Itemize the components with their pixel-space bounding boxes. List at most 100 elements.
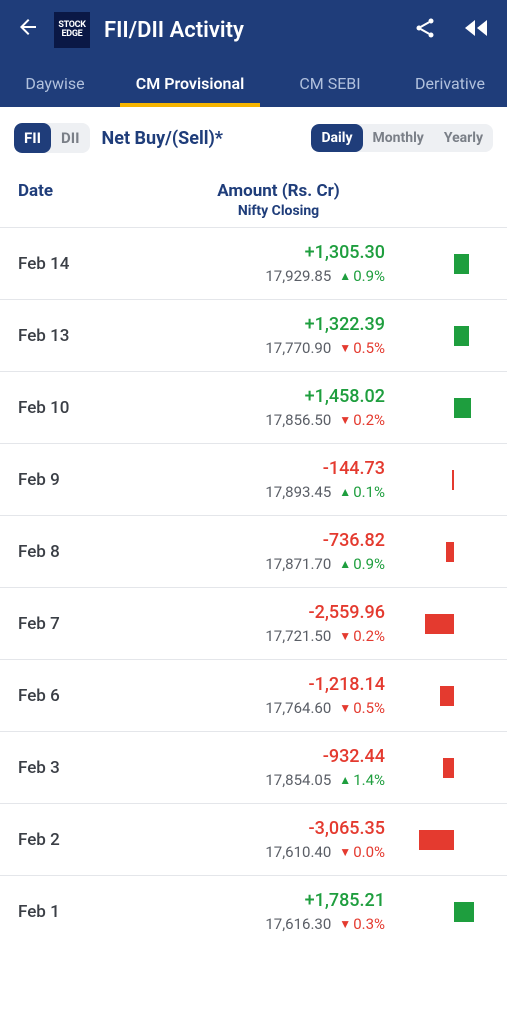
nifty-value: 17,770.90 [265, 339, 331, 357]
row-date: Feb 6 [18, 686, 138, 706]
row-amount-value: -2,559.96 [138, 602, 385, 623]
nifty-pct: 0.9% [353, 267, 385, 285]
row-bar-cell [419, 320, 489, 352]
row-bar-cell [419, 392, 489, 424]
row-date: Feb 7 [18, 614, 138, 634]
row-amount-cell: -736.82 17,871.70 ▲0.9% [138, 530, 419, 573]
table-row[interactable]: Feb 14+1,305.3017,929.85▲0.9% [0, 227, 507, 299]
triangle-down-icon: ▼ [339, 917, 351, 931]
row-nifty-line: 17,854.05▲1.4% [138, 771, 385, 789]
row-bar-cell [419, 608, 489, 640]
row-bar-cell [419, 896, 489, 928]
row-bar-cell [419, 536, 489, 568]
triangle-down-icon: ▼ [339, 341, 351, 355]
row-bar-cell [419, 824, 489, 856]
tab-label: Daywise [25, 74, 84, 93]
row-amount-cell: +1,785.2117,616.30▼0.3% [138, 890, 419, 933]
amount-subtitle: Nifty Closing [138, 203, 419, 219]
row-bar-cell [419, 464, 489, 496]
row-nifty-line: 17,764.60▼0.5% [138, 699, 385, 717]
period-monthly[interactable]: Monthly [363, 124, 434, 152]
table-row[interactable]: Feb 13+1,322.3917,770.90▼0.5% [0, 299, 507, 371]
bar-track [419, 320, 489, 352]
row-nifty-line: 17,893.45▲0.1% [138, 483, 385, 501]
triangle-down-icon: ▼ [339, 701, 351, 715]
triangle-up-icon: ▲ [339, 557, 351, 571]
header-actions [413, 16, 491, 44]
nifty-pct: 0.3% [353, 915, 385, 933]
row-nifty-line: 17,929.85▲0.9% [138, 267, 385, 285]
tab-cm-provisional[interactable]: CM Provisional [110, 60, 270, 107]
share-icon[interactable] [413, 16, 437, 44]
back-arrow-icon[interactable] [16, 15, 40, 45]
table-row[interactable]: Feb 8-736.82 17,871.70 ▲0.9% [0, 515, 507, 587]
row-amount-value: +1,322.39 [138, 314, 385, 335]
bar-track [419, 248, 489, 280]
row-amount-value: -144.73 [138, 458, 385, 479]
table-row[interactable]: Feb 9-144.73 17,893.45▲0.1% [0, 443, 507, 515]
row-amount-cell: -932.4417,854.05▲1.4% [138, 746, 419, 789]
table-row[interactable]: Feb 1+1,785.2117,616.30▼0.3% [0, 875, 507, 947]
table-row[interactable]: Feb 7-2,559.9617,721.50▼0.2% [0, 587, 507, 659]
row-amount-value: +1,458.02 [138, 386, 385, 407]
row-date: Feb 13 [18, 326, 138, 346]
net-buy-sell-label: Net Buy/(Sell)* [102, 128, 300, 149]
toggle-fii[interactable]: FII [14, 123, 51, 153]
nifty-value: 17,871.70 [265, 555, 331, 573]
row-amount-cell: -2,559.9617,721.50▼0.2% [138, 602, 419, 645]
row-amount-cell: -1,218.1417,764.60▼0.5% [138, 674, 419, 717]
controls-bar: FII DII Net Buy/(Sell)* Daily Monthly Ye… [0, 107, 507, 163]
triangle-down-icon: ▼ [339, 845, 351, 859]
data-rows: Feb 14+1,305.3017,929.85▲0.9% Feb 13+1,32… [0, 227, 507, 947]
amount-bar [454, 902, 474, 922]
period-yearly[interactable]: Yearly [434, 124, 493, 152]
row-amount-value: -736.82 [138, 530, 385, 551]
row-nifty-line: 17,856.50▼0.2% [138, 411, 385, 429]
row-date: Feb 8 [18, 542, 138, 562]
amount-bar [454, 326, 469, 346]
amount-bar [419, 830, 454, 850]
row-amount-cell: +1,305.3017,929.85▲0.9% [138, 242, 419, 285]
tab-cm-sebi[interactable]: CM SEBI [270, 60, 390, 107]
toggle-dii[interactable]: DII [51, 123, 90, 153]
amount-bar [452, 470, 454, 490]
nifty-value: 17,764.60 [265, 699, 331, 717]
bar-track [419, 824, 489, 856]
nifty-pct: 0.1% [353, 483, 385, 501]
table-row[interactable]: Feb 6-1,218.1417,764.60▼0.5% [0, 659, 507, 731]
nifty-pct: 0.2% [353, 627, 385, 645]
row-date: Feb 3 [18, 758, 138, 778]
row-amount-cell: -144.73 17,893.45▲0.1% [138, 458, 419, 501]
tab-label: CM SEBI [299, 74, 360, 93]
nifty-pct: 0.9% [353, 555, 385, 573]
row-date: Feb 2 [18, 830, 138, 850]
period-daily[interactable]: Daily [311, 124, 362, 152]
tab-derivative[interactable]: Derivative [390, 60, 507, 107]
tab-bar: Daywise CM Provisional CM SEBI Derivativ… [0, 60, 507, 107]
nifty-pct: 0.0% [353, 843, 385, 861]
col-amount-header: Amount (Rs. Cr) Nifty Closing [138, 181, 419, 219]
table-row[interactable]: Feb 2-3,065.35 17,610.40 ▼0.0% [0, 803, 507, 875]
column-headers: Date Amount (Rs. Cr) Nifty Closing [0, 163, 507, 227]
table-row[interactable]: Feb 10+1,458.02 17,856.50▼0.2% [0, 371, 507, 443]
triangle-up-icon: ▲ [339, 269, 351, 283]
bar-track [419, 896, 489, 928]
row-amount-cell: -3,065.35 17,610.40 ▼0.0% [138, 818, 419, 861]
row-nifty-line: 17,610.40 ▼0.0% [138, 843, 385, 861]
amount-bar [440, 686, 454, 706]
nifty-value: 17,856.50 [265, 411, 331, 429]
fii-dii-toggle: FII DII [14, 123, 90, 153]
table-row[interactable]: Feb 3-932.4417,854.05▲1.4% [0, 731, 507, 803]
row-amount-cell: +1,322.3917,770.90▼0.5% [138, 314, 419, 357]
rewind-icon[interactable] [461, 17, 491, 43]
triangle-up-icon: ▲ [339, 485, 351, 499]
row-amount-value: -1,218.14 [138, 674, 385, 695]
tab-daywise[interactable]: Daywise [0, 60, 110, 107]
row-date: Feb 9 [18, 470, 138, 490]
row-date: Feb 10 [18, 398, 138, 418]
header-top: STOCK EDGE FII/DII Activity [0, 0, 507, 60]
row-amount-value: -3,065.35 [138, 818, 385, 839]
row-amount-value: +1,785.21 [138, 890, 385, 911]
nifty-value: 17,610.40 [265, 843, 331, 861]
triangle-down-icon: ▼ [339, 629, 351, 643]
